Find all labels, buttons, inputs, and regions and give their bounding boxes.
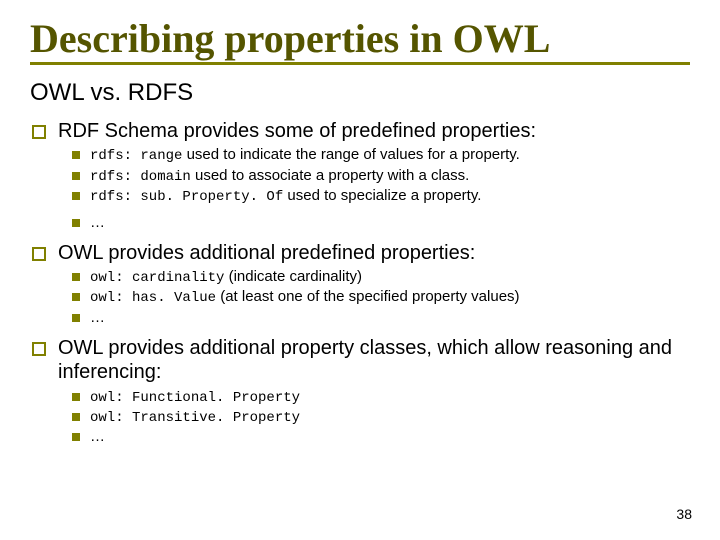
list-item: owl: cardinality (indicate cardinality): [72, 267, 690, 287]
item-text: used to indicate the range of values for…: [182, 146, 519, 163]
code-text: owl: cardinality: [90, 270, 224, 286]
list-item: rdfs: sub. Property. Of used to speciali…: [72, 186, 690, 206]
sublist: owl: cardinality (indicate cardinality) …: [72, 267, 690, 328]
list-item: owl: Functional. Property: [72, 387, 690, 407]
list-item: owl: has. Value (at least one of the spe…: [72, 287, 690, 307]
filled-square-icon: [72, 273, 80, 281]
item-text: …: [90, 308, 690, 328]
filled-square-icon: [72, 219, 80, 227]
hollow-square-icon: [32, 247, 46, 261]
code-text: rdfs: sub. Property. Of: [90, 189, 283, 205]
bullet-text: RDF Schema provides some of predefined p…: [58, 119, 690, 143]
filled-square-icon: [72, 413, 80, 421]
item-text: (indicate cardinality): [224, 268, 362, 285]
code-text: owl: Functional. Property: [90, 390, 300, 406]
filled-square-icon: [72, 393, 80, 401]
list-item: …: [72, 308, 690, 328]
item-text: (at least one of the specified property …: [216, 288, 520, 305]
list-item: …: [72, 427, 690, 447]
code-text: rdfs: domain: [90, 169, 191, 185]
page-number: 38: [676, 506, 692, 522]
item-text: …: [90, 213, 690, 233]
filled-square-icon: [72, 433, 80, 441]
title-underline: [30, 62, 690, 65]
slide-subtitle: OWL vs. RDFS: [30, 79, 690, 107]
item-text: …: [90, 427, 690, 447]
filled-square-icon: [72, 151, 80, 159]
list-item: rdfs: range used to indicate the range o…: [72, 145, 690, 165]
hollow-square-icon: [32, 342, 46, 356]
bullet-level1: OWL provides additional predefined prope…: [30, 241, 690, 265]
slide: Describing properties in OWL OWL vs. RDF…: [0, 0, 720, 540]
hollow-square-icon: [32, 125, 46, 139]
bullet-level1: OWL provides additional property classes…: [30, 336, 690, 385]
sublist: owl: Functional. Property owl: Transitiv…: [72, 387, 690, 448]
bullet-text: OWL provides additional predefined prope…: [58, 241, 690, 265]
slide-title: Describing properties in OWL: [30, 18, 690, 60]
code-text: owl: Transitive. Property: [90, 410, 300, 426]
sublist: rdfs: range used to indicate the range o…: [72, 145, 690, 232]
code-text: rdfs: range: [90, 148, 182, 164]
filled-square-icon: [72, 314, 80, 322]
slide-body: RDF Schema provides some of predefined p…: [30, 119, 690, 447]
item-text: used to specialize a property.: [283, 187, 481, 204]
list-item: owl: Transitive. Property: [72, 407, 690, 427]
filled-square-icon: [72, 192, 80, 200]
filled-square-icon: [72, 293, 80, 301]
code-text: owl: has. Value: [90, 290, 216, 306]
filled-square-icon: [72, 172, 80, 180]
bullet-text: OWL provides additional property classes…: [58, 336, 690, 385]
item-text: used to associate a property with a clas…: [191, 167, 469, 184]
list-item: …: [72, 213, 690, 233]
bullet-level1: RDF Schema provides some of predefined p…: [30, 119, 690, 143]
list-item: rdfs: domain used to associate a propert…: [72, 166, 690, 186]
